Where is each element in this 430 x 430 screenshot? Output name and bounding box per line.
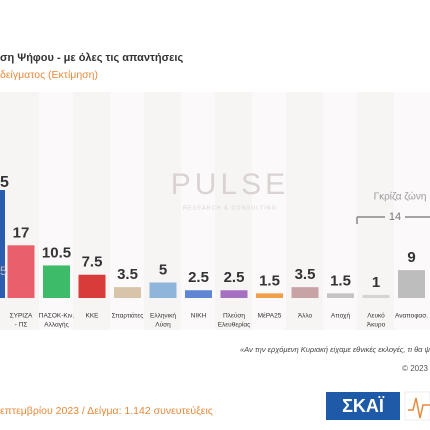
category-label: Λύση — [155, 321, 171, 329]
value-label: 17 — [13, 224, 30, 241]
category-label: - ΠΣ — [15, 322, 28, 329]
value-label: 9 — [407, 249, 415, 266]
category-label: ΠΑΣΟΚ-Κιν. — [39, 313, 75, 320]
title: ση Ψήφου - με όλες τις απαντήσεις — [0, 52, 183, 64]
partial-bar — [0, 190, 5, 298]
value-label: 3.5 — [117, 266, 138, 283]
bar — [256, 293, 283, 298]
bar — [7, 245, 35, 298]
logo: ΣΚΑΪ — [342, 396, 385, 416]
bar — [43, 265, 70, 298]
subtitle: δείγματος (Εκτίμηση) — [0, 69, 98, 81]
value-label: 3.5 — [295, 266, 316, 283]
copyright: © 2023 — [402, 364, 428, 373]
value-label: 2.5 — [188, 269, 209, 286]
pulse-logo-line — [408, 397, 430, 419]
category-label: Ελληνική — [150, 313, 176, 320]
bar — [220, 290, 248, 298]
gray-zone-value: 14 — [389, 211, 401, 223]
value-label: 1 — [372, 274, 380, 291]
category-label: Λευκό — [367, 312, 385, 320]
background-stripes — [0, 92, 430, 330]
category-label: ΚΚΕ — [85, 313, 99, 320]
gray-zone-label: Γκρίζα ζώνη — [374, 191, 427, 203]
bar — [327, 293, 354, 298]
category-label: ΜέΡΑ25 — [258, 312, 282, 320]
logo-box — [326, 392, 400, 420]
watermark-sub: RESEARCH & CONSULTING — [183, 205, 277, 211]
category-label: Άκυρο — [367, 322, 386, 329]
bar — [185, 290, 212, 298]
bar — [149, 282, 177, 298]
bar — [398, 270, 425, 298]
bar — [78, 274, 106, 298]
category-label: ΝΙΚΗ — [191, 313, 207, 320]
category-label: ΣΥΡΙΖΑ — [10, 313, 33, 320]
value-label: 1.5 — [330, 272, 351, 289]
value-label: 10.5 — [42, 244, 71, 261]
value-label: 2.5 — [224, 269, 245, 286]
category-label: Αναποφασ. — [395, 313, 428, 320]
gray-zone-bracket — [356, 216, 430, 224]
value-label: 7.5 — [82, 254, 103, 271]
partial-label: 5 — [0, 174, 9, 191]
value-label: 5 — [159, 261, 167, 278]
category-label: Ελευθερίας — [218, 321, 251, 329]
category-label: Αποχή — [331, 313, 351, 320]
category-label: Αλλαγής — [44, 322, 69, 329]
question: «Αν την ερχόμενη Κυριακή είχαμε εθνικές … — [240, 345, 430, 354]
watermark: PULSE — [171, 168, 289, 201]
bar — [291, 287, 319, 298]
bar — [114, 287, 141, 298]
category-label: Πλεύση — [223, 312, 245, 320]
footer: επτεμβρίου 2023 / Δείγμα: 1.142 συνευτεύ… — [0, 405, 213, 417]
category-label: Άλλο — [298, 313, 313, 320]
value-label: 1.5 — [259, 272, 280, 289]
category-label: Σπαρτιάτες — [112, 312, 144, 320]
bar — [362, 294, 390, 298]
